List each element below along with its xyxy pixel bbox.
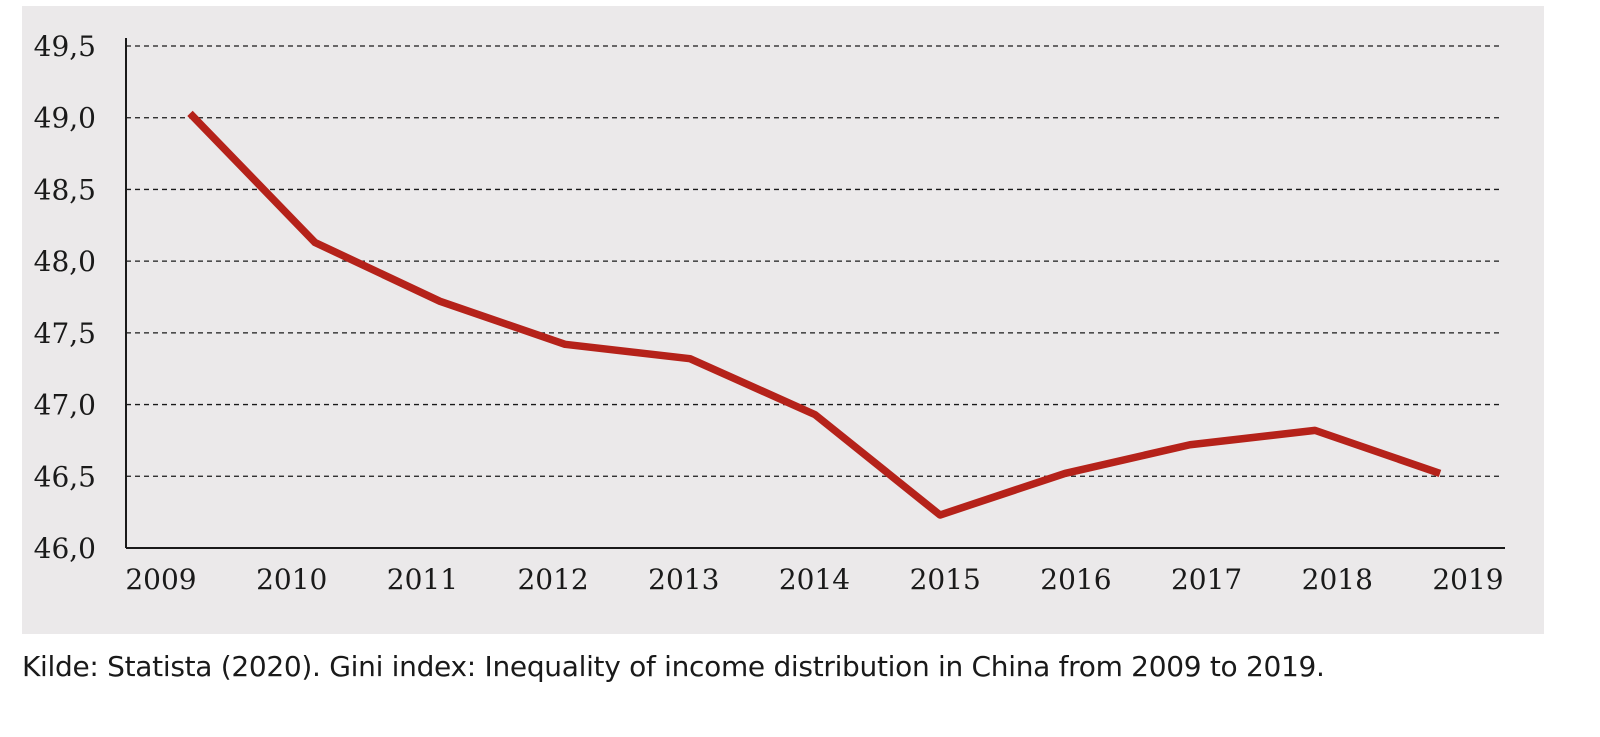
source-caption: Kilde: Statista (2020). Gini index: Ineq… xyxy=(22,650,1325,683)
x-tick-label: 2014 xyxy=(779,563,850,596)
y-tick-label: 46,0 xyxy=(34,532,96,565)
x-tick-label: 2015 xyxy=(910,563,981,596)
x-tick-label: 2013 xyxy=(648,563,719,596)
y-tick-label: 47,0 xyxy=(34,389,96,422)
x-tick-label: 2019 xyxy=(1432,563,1503,596)
y-tick-label: 49,5 xyxy=(34,30,96,63)
series-layer xyxy=(187,110,1442,519)
x-tick-label: 2018 xyxy=(1302,563,1373,596)
axes xyxy=(125,38,1505,549)
series-line xyxy=(187,110,1442,519)
chart-panel xyxy=(22,6,1544,634)
y-tick-label: 49,0 xyxy=(34,102,96,135)
y-tick-labels: 46,0 46,5 47,0 47,5 48,0 48,5 49,0 49,5 xyxy=(34,30,96,565)
gini-line-chart: 46,0 46,5 47,0 47,5 48,0 48,5 49,0 49,5 2009 201… xyxy=(34,30,1505,596)
x-tick-label: 2016 xyxy=(1040,563,1111,596)
x-tick-label: 2009 xyxy=(125,563,196,596)
y-tick-label: 48,0 xyxy=(34,245,96,278)
x-tick-labels: 2009 2010 2011 2012 2013 2014 2015 2016 2017 2018… xyxy=(125,563,1503,596)
x-tick-label: 2011 xyxy=(387,563,458,596)
x-tick-label: 2010 xyxy=(256,563,327,596)
x-tick-label: 2012 xyxy=(517,563,588,596)
x-tick-label: 2017 xyxy=(1171,563,1242,596)
y-tick-label: 47,5 xyxy=(34,317,96,350)
y-tick-label: 48,5 xyxy=(34,173,96,206)
y-tick-label: 46,5 xyxy=(34,460,96,493)
